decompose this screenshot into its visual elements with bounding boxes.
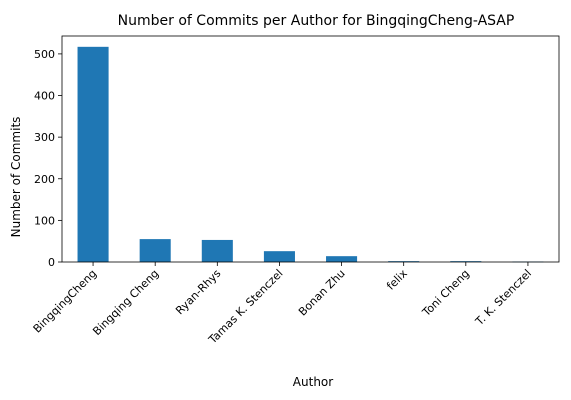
bar-3 — [264, 251, 295, 262]
y-tick-label-0: 0 — [48, 256, 55, 269]
y-axis-ticks: 0 100 200 300 400 500 — [34, 48, 62, 269]
bar-2 — [202, 240, 233, 262]
chart-title: Number of Commits per Author for Bingqin… — [118, 13, 515, 29]
y-tick-label-1: 100 — [34, 214, 55, 227]
bar-4 — [326, 256, 357, 262]
x-tick-label-4: Bonan Zhu — [296, 267, 348, 319]
plot-frame — [62, 36, 559, 262]
x-tick-label-5: felix — [384, 267, 410, 293]
bar-0 — [78, 47, 109, 262]
x-tick-label-2: Ryan-Rhys — [173, 267, 223, 317]
x-tick-label-0: BingqingCheng — [31, 267, 100, 336]
x-tick-label-1: Bingqing Cheng — [90, 267, 161, 338]
bars-group — [78, 47, 544, 262]
y-tick-label-5: 500 — [34, 48, 55, 61]
x-tick-label-6: Toni Cheng — [419, 267, 472, 320]
x-axis-label: Author — [293, 375, 333, 389]
bar-1 — [140, 239, 171, 262]
y-axis-label: Number of Commits — [9, 117, 23, 238]
x-tick-label-7: T. K. Stenczel — [472, 267, 534, 329]
y-tick-label-2: 200 — [34, 173, 55, 186]
y-tick-label-4: 400 — [34, 90, 55, 103]
y-tick-label-3: 300 — [34, 131, 55, 144]
